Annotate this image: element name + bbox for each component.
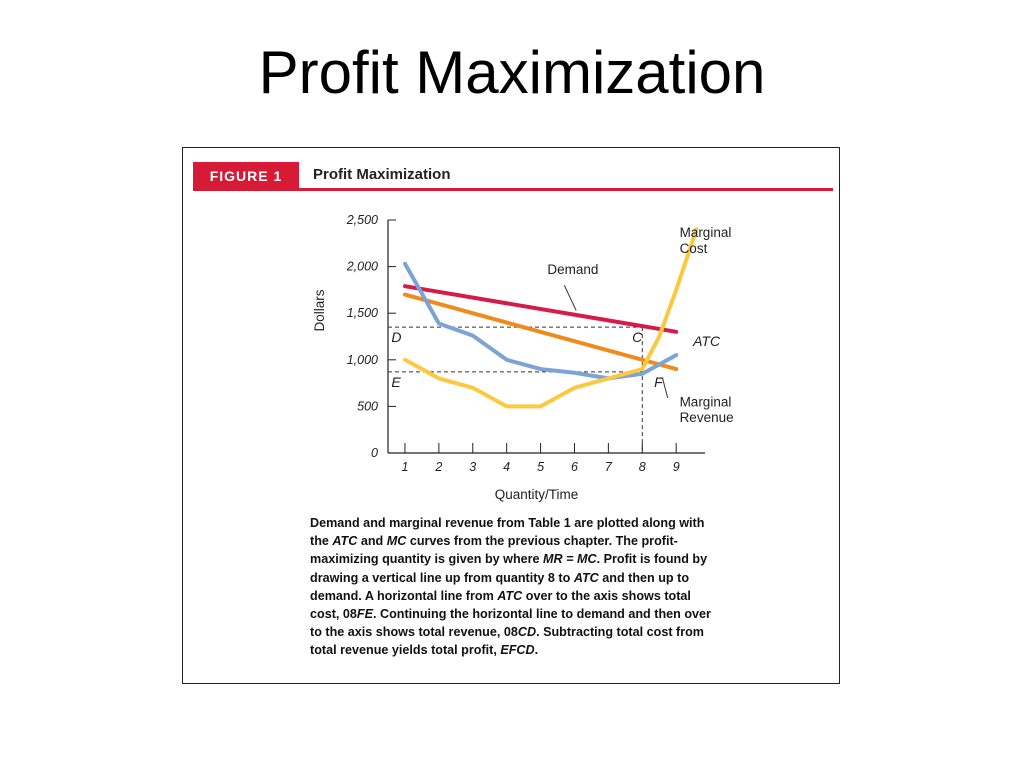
x-tick-label: 4: [503, 460, 510, 474]
annotation-cost: Cost: [680, 241, 708, 256]
figure-tag: FIGURE 1: [193, 162, 299, 190]
figure-title-rule: [193, 188, 833, 191]
annotation-marginal: Marginal: [680, 394, 732, 409]
annotation-f: F: [654, 374, 664, 390]
y-tick-label: 1,000: [347, 353, 378, 367]
caption-text: . Profit is found by drawing a vertical …: [310, 552, 708, 585]
marginal-revenue-leader: [662, 378, 669, 399]
x-tick-label: 8: [639, 460, 646, 474]
caption-text: curves from the previous chapter. The pr…: [310, 534, 678, 567]
caption-text: and then up to demand. A horizontal line…: [310, 570, 690, 603]
annotation-atc: ATC: [692, 333, 721, 349]
caption-term: CD: [517, 625, 537, 640]
caption-term: ATC: [573, 570, 599, 585]
caption-term: EFCD: [500, 643, 535, 658]
marginal-revenue-line: [403, 292, 679, 372]
annotation-e: E: [391, 374, 401, 390]
x-tick-label: 1: [401, 460, 408, 474]
marginal-cost-line: [403, 227, 699, 409]
figure-panel: FIGURE 1 Profit Maximization 0 500 1,000 1,…: [182, 147, 840, 684]
y-tick-label: 1,500: [347, 306, 378, 320]
x-tick-label: 6: [571, 460, 578, 474]
x-tick-label: 2: [434, 460, 442, 474]
slide-title: Profit Maximization: [258, 39, 766, 106]
annotation-c: C: [632, 329, 643, 345]
caption-text: over to the axis shows total cost, 08: [310, 588, 691, 622]
caption-text: and: [357, 534, 387, 549]
y-axis-label: Dollars: [312, 289, 327, 331]
demand-leader: [563, 285, 577, 311]
caption-text: . Continuing the horizontal line to dema…: [310, 607, 711, 640]
atc-line: [403, 261, 679, 381]
profit-chart: 0 500 1,000 1,500 2,000 2,500 1 2 3 4 5 6 7 8 9 Quantit…: [312, 213, 734, 502]
caption-term: ATC: [497, 588, 523, 603]
caption-text: . Subtracting total cost from total reve…: [310, 625, 705, 658]
x-tick-label: 3: [469, 460, 476, 474]
caption-text: Demand and marginal revenue from Table 1…: [310, 516, 705, 549]
caption-term: MR = MC: [543, 552, 597, 567]
x-tick-label: 7: [605, 460, 613, 474]
x-axis-label: Quantity/Time: [495, 487, 579, 502]
y-tick-label: 2,000: [346, 260, 378, 274]
y-tick-label: 2,500: [346, 213, 378, 227]
figure-title: Profit Maximization: [313, 166, 451, 183]
caption-term: ATC: [332, 534, 358, 549]
demand-line: [403, 284, 679, 334]
annotation-revenue: Revenue: [680, 410, 734, 425]
figure-caption: Demand and marginal revenue from Table 1…: [310, 514, 720, 660]
x-tick-label: 9: [673, 460, 680, 474]
annotation-demand: Demand: [547, 262, 598, 277]
annotation-marginal: Marginal: [680, 225, 732, 240]
caption-term: MC: [386, 534, 407, 549]
y-tick-label: 0: [371, 446, 378, 460]
x-tick-label: 5: [537, 460, 544, 474]
caption-term: FE: [356, 607, 373, 622]
caption-text: .: [534, 643, 539, 658]
annotation-d: D: [391, 329, 401, 345]
y-tick-label: 500: [357, 399, 378, 413]
